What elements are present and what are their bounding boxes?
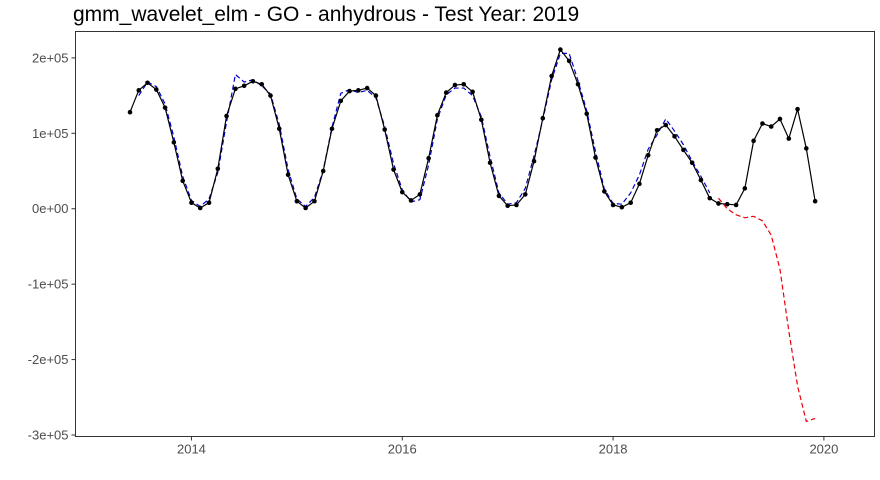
actual-data-point bbox=[241, 83, 247, 89]
actual-data-point bbox=[707, 195, 713, 201]
actual-data-point bbox=[189, 200, 194, 206]
actual-data-point bbox=[206, 200, 212, 206]
actual-data-point bbox=[610, 202, 616, 208]
actual-data-point bbox=[742, 186, 748, 191]
actual-data-point bbox=[663, 122, 669, 128]
actual-data-point bbox=[197, 205, 203, 211]
y-tick-label: 2e+05 bbox=[32, 50, 69, 65]
actual-data-point bbox=[786, 136, 792, 141]
actual-data-point bbox=[356, 88, 361, 93]
actual-data-point bbox=[399, 189, 405, 195]
actual-data-point bbox=[452, 82, 458, 88]
actual-data-point bbox=[312, 198, 317, 204]
actual-data-point bbox=[566, 58, 572, 64]
actual-data-point bbox=[584, 111, 590, 117]
actual-data-point bbox=[303, 205, 308, 211]
y-tick-label: -2e+05 bbox=[28, 352, 69, 367]
actual-series-line bbox=[129, 48, 816, 209]
actual-data-point bbox=[461, 81, 467, 87]
actual-data-point bbox=[760, 121, 765, 126]
y-tick-label: 1e+05 bbox=[32, 126, 69, 141]
actual-data-point bbox=[681, 147, 686, 153]
actual-data-point bbox=[408, 198, 414, 203]
actual-data-point bbox=[672, 134, 677, 139]
actual-data-point bbox=[768, 124, 774, 129]
actual-data-point bbox=[654, 127, 660, 133]
actual-data-point bbox=[531, 158, 537, 164]
actual-data-point bbox=[558, 47, 563, 52]
actual-data-point bbox=[391, 167, 396, 172]
actual-data-point bbox=[522, 192, 528, 197]
actual-data-point bbox=[276, 126, 282, 132]
actual-data-point bbox=[637, 181, 642, 187]
actual-data-point bbox=[426, 155, 431, 161]
x-tick-label: 2018 bbox=[599, 442, 628, 457]
chart-title: gmm_wavelet_elm - GO - anhydrous - Test … bbox=[73, 3, 579, 26]
actual-data-point bbox=[505, 203, 510, 209]
actual-data-point bbox=[487, 160, 493, 166]
y-axis: 2e+05 1e+05 0e+00 -1e+05 -2e+05 -3e+05 bbox=[28, 50, 76, 442]
actual-data-point bbox=[496, 193, 502, 199]
y-tick-label: 0e+00 bbox=[32, 201, 69, 216]
actual-data-point bbox=[171, 140, 177, 145]
x-tick-label: 2014 bbox=[177, 442, 206, 457]
actual-data-point bbox=[224, 113, 229, 119]
actual-data-point bbox=[575, 81, 581, 87]
actual-data-point bbox=[777, 116, 783, 122]
actual-data-point bbox=[127, 109, 133, 115]
forecast-series-line bbox=[718, 197, 816, 423]
actual-data-point bbox=[250, 78, 256, 84]
actual-data-point bbox=[479, 117, 484, 123]
y-tick-label: -1e+05 bbox=[28, 277, 69, 292]
actual-data-point bbox=[136, 88, 142, 93]
actual-data-point bbox=[364, 85, 370, 91]
actual-data-point bbox=[435, 112, 440, 118]
actual-data-point bbox=[602, 189, 607, 194]
actual-data-point bbox=[549, 73, 554, 79]
x-tick-label: 2020 bbox=[809, 442, 838, 457]
x-tick-label: 2016 bbox=[388, 442, 417, 457]
actual-data-point bbox=[268, 93, 273, 98]
actual-data-point bbox=[443, 90, 449, 95]
series-layer bbox=[127, 47, 818, 423]
y-tick-label: -3e+05 bbox=[28, 427, 69, 442]
actual-data-point bbox=[320, 168, 326, 174]
actual-data-point bbox=[724, 201, 730, 207]
actual-data-point bbox=[285, 172, 291, 178]
actual-data-point bbox=[154, 87, 159, 92]
actual-data-point bbox=[180, 178, 186, 184]
actual-data-point bbox=[795, 106, 800, 112]
actual-data-point bbox=[645, 152, 651, 158]
actual-data-point bbox=[162, 105, 168, 110]
actual-data-point bbox=[338, 98, 344, 104]
actual-data-point bbox=[514, 202, 519, 208]
actual-data-point bbox=[751, 138, 756, 144]
actual-data-point bbox=[540, 115, 546, 121]
actual-data-point bbox=[716, 201, 721, 206]
actual-data-point bbox=[689, 160, 695, 166]
actual-data-point bbox=[628, 200, 633, 206]
actual-data-point bbox=[733, 202, 739, 208]
actual-data-point bbox=[329, 126, 335, 132]
actual-data-point bbox=[804, 146, 809, 151]
actual-data-point bbox=[593, 155, 598, 160]
actual-data-point bbox=[470, 89, 475, 95]
actual-data-point bbox=[347, 88, 352, 94]
actual-data-point bbox=[619, 204, 625, 210]
actual-data-point bbox=[294, 198, 300, 204]
actual-data-point bbox=[417, 192, 423, 197]
actual-data-point bbox=[259, 81, 265, 87]
actual-data-point bbox=[698, 177, 704, 183]
actual-data-point bbox=[215, 166, 221, 172]
actual-data-point bbox=[233, 86, 238, 92]
actual-data-point bbox=[373, 93, 379, 98]
actual-data-point bbox=[382, 127, 387, 132]
plot-panel bbox=[75, 31, 875, 437]
fitted-series-line bbox=[138, 52, 711, 208]
actual-data-point bbox=[145, 80, 150, 86]
actual-data-point bbox=[812, 198, 818, 204]
x-axis: 2014 2016 2018 2020 bbox=[177, 436, 838, 457]
